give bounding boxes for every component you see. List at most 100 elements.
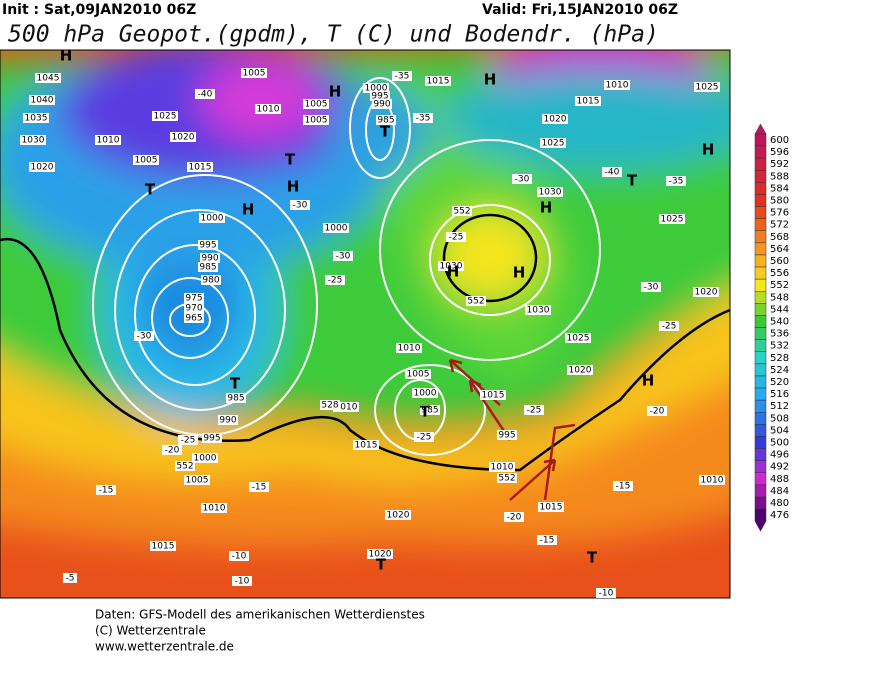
contour-label: -5 (66, 574, 75, 584)
contour-label: 1000 (325, 224, 348, 234)
label-bg (201, 503, 227, 513)
label-bg (466, 296, 486, 306)
label-bg (363, 83, 389, 93)
contour-label: 975 (185, 294, 202, 304)
label-bg (23, 113, 49, 123)
label-bg (647, 406, 667, 416)
contour-label: 985 (377, 116, 394, 126)
contour-label: 552 (453, 207, 470, 217)
label-bg (303, 99, 329, 109)
colorbar-label: 512 (770, 401, 789, 412)
contour-label: -40 (605, 168, 620, 178)
contour-label: -20 (165, 446, 180, 456)
contour-label: 1005 (305, 100, 328, 110)
label-bg (604, 80, 630, 90)
colorbar-swatch (754, 436, 767, 449)
contour-label: 1000 (414, 389, 437, 399)
label-bg (392, 71, 412, 81)
contour-label: 1030 (539, 188, 562, 198)
label-bg (370, 91, 390, 101)
pressure-center: T (145, 181, 156, 199)
contour-label: 1010 (97, 136, 120, 146)
label-bg (95, 135, 121, 145)
contour-label: 1000 (365, 84, 388, 94)
label-bg (178, 435, 198, 445)
colorbar-label: 528 (770, 353, 789, 364)
colorbar-label: 592 (770, 159, 789, 170)
contour-label: -20 (507, 513, 522, 523)
map-frame (0, 49, 731, 599)
contour-label: -35 (395, 72, 410, 82)
label-bg (567, 365, 593, 375)
colorbar-label: 476 (770, 510, 789, 521)
colorbar-label: 508 (770, 413, 789, 424)
contour-label: 1005 (135, 156, 158, 166)
contour-label: 1010 (335, 403, 358, 413)
contour-label: 552 (176, 462, 193, 472)
label-bg (184, 293, 204, 303)
pressure-center: T (285, 151, 296, 169)
footer-line: Daten: GFS-Modell des amerikanischen Wet… (95, 608, 425, 622)
valid-time: Valid: Fri,15JAN2010 06Z (482, 2, 678, 18)
label-bg (198, 262, 218, 272)
contour-label: -15 (540, 536, 555, 546)
contour-label: 995 (498, 431, 515, 441)
colorbar-label: 600 (770, 135, 789, 146)
label-bg (537, 187, 563, 197)
colorbar-swatch (754, 424, 767, 437)
contour-label: 1010 (257, 105, 280, 115)
label-bg (699, 475, 725, 485)
label-bg (525, 305, 551, 315)
colorbar-swatch (754, 194, 767, 207)
colorbar-label: 576 (770, 208, 789, 219)
contour-label: 995 (199, 241, 216, 251)
contour-label: 1015 (189, 163, 212, 173)
label-bg (29, 95, 55, 105)
contour-label: 1025 (696, 83, 719, 93)
colorbar-swatch (754, 327, 767, 340)
colorbar-label: 552 (770, 280, 789, 291)
label-bg (333, 402, 359, 412)
label-bg (367, 549, 393, 559)
map-labels: 1045 1040 1035 1030 1020 1010 1005 1015 1025 1020… (20, 47, 725, 599)
label-bg (192, 453, 218, 463)
pressure-center: H (242, 201, 255, 219)
label-bg (35, 73, 61, 83)
contour-label: 985 (227, 394, 244, 404)
label-bg (63, 573, 77, 583)
contour-label: 1015 (577, 97, 600, 107)
label-bg (376, 115, 396, 125)
contour-label: 1030 (440, 262, 463, 272)
label-bg (542, 114, 568, 124)
label-bg (489, 462, 515, 472)
contour-label: 1015 (355, 441, 378, 451)
pressure-center: H (447, 263, 460, 281)
contour-label: -25 (328, 276, 343, 286)
contour-label: 552 (498, 474, 515, 484)
pressure-center: H (540, 199, 553, 217)
label-bg (200, 253, 220, 263)
colorbar-swatch (754, 242, 767, 256)
label-bg (540, 138, 566, 148)
contour-label: 1025 (542, 139, 565, 149)
colorbar-swatch (754, 291, 767, 304)
contour-label: -10 (599, 589, 614, 599)
contour-label: -30 (137, 332, 152, 342)
contour-label: -25 (417, 433, 432, 443)
contour-label: 1015 (540, 503, 563, 513)
pressure-center: T (230, 375, 241, 393)
colorbar-label: 588 (770, 171, 789, 182)
label-bg (175, 461, 195, 471)
colorbar-swatch (754, 363, 767, 377)
label-bg (184, 303, 204, 313)
label-bg (150, 541, 176, 551)
label-bg (133, 155, 159, 165)
label-bg (602, 167, 622, 177)
contour-label: 1045 (37, 74, 60, 84)
contour-label: 1010 (203, 504, 226, 514)
label-bg (425, 76, 451, 86)
colorbar-swatch (754, 351, 767, 365)
contour-label: 1020 (172, 133, 195, 143)
label-bg (152, 111, 178, 121)
label-bg (249, 482, 269, 492)
